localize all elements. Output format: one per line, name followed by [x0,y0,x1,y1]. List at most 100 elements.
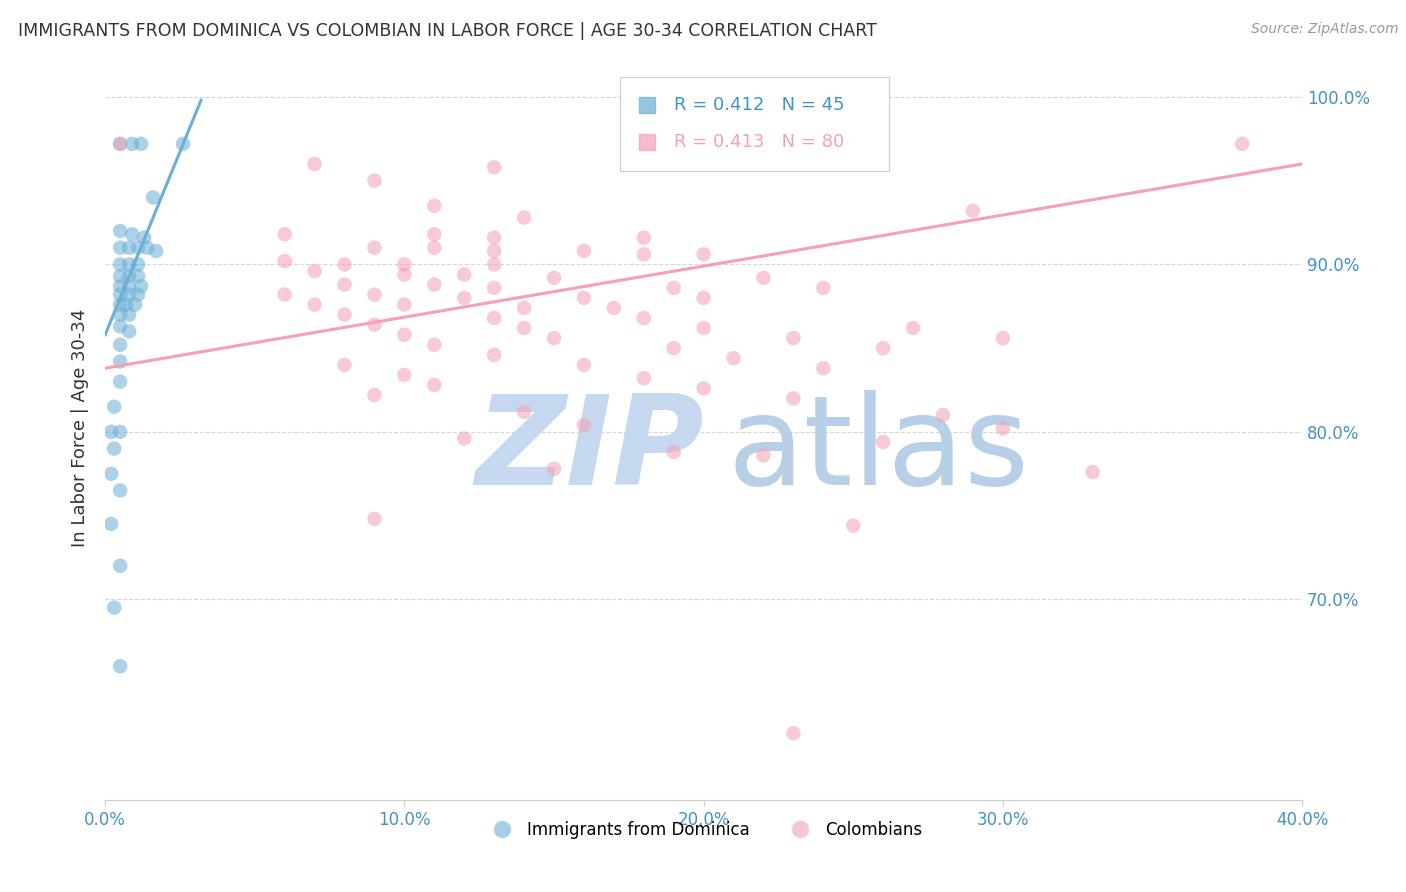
Text: IMMIGRANTS FROM DOMINICA VS COLOMBIAN IN LABOR FORCE | AGE 30-34 CORRELATION CHA: IMMIGRANTS FROM DOMINICA VS COLOMBIAN IN… [18,22,877,40]
Point [423,227,446,242]
Point [118,287,141,301]
Point [692,247,714,261]
Point [872,434,894,449]
Point [115,297,138,311]
Point [543,461,565,475]
Point [274,254,297,268]
Point [333,277,356,292]
Point [513,211,536,225]
Point [100,467,122,481]
Point [394,297,416,311]
Point [100,425,122,439]
Point [572,244,595,258]
Point [603,301,626,315]
Point [129,279,152,293]
Point [363,512,385,526]
Point [363,388,385,402]
Point [813,361,835,376]
Point [333,257,356,271]
Point [423,338,446,352]
Point [100,516,122,531]
Point [513,405,536,419]
Point [782,392,804,406]
Point [543,331,565,345]
Point [1232,136,1254,151]
Point [304,297,326,311]
Point [121,136,143,151]
Point [633,371,655,385]
Point [108,483,131,498]
Point [142,190,165,204]
Point [482,281,505,295]
Point [513,321,536,335]
Point [662,341,685,355]
Point [103,400,125,414]
Point [108,257,131,271]
Text: Source: ZipAtlas.com: Source: ZipAtlas.com [1251,22,1399,37]
Point [121,227,143,242]
Point [572,358,595,372]
Point [333,308,356,322]
Point [108,287,131,301]
Point [108,659,131,673]
Point [124,297,146,311]
Point [108,308,131,322]
Point [274,227,297,242]
Point [118,241,141,255]
Text: R = 0.412   N = 45: R = 0.412 N = 45 [673,96,845,114]
Point [394,368,416,382]
Point [842,518,865,533]
Point [108,224,131,238]
Point [108,136,131,151]
Point [103,442,125,456]
Point [482,244,505,258]
Point [363,174,385,188]
Point [127,257,149,271]
Point [118,257,141,271]
Point [662,281,685,295]
Point [662,445,685,459]
Point [482,257,505,271]
Point [423,378,446,392]
Point [901,321,924,335]
Point [513,301,536,315]
Point [333,358,356,372]
Point [482,348,505,362]
Point [633,230,655,244]
Point [394,268,416,282]
Point [482,161,505,175]
Point [108,269,131,284]
Point [752,270,775,285]
Point [108,338,131,352]
Point [118,269,141,284]
Point [423,277,446,292]
Point [633,311,655,326]
Point [782,726,804,740]
Point [872,341,894,355]
Point [108,425,131,439]
Point [932,408,955,422]
Point [304,264,326,278]
FancyBboxPatch shape [620,78,889,170]
Point [103,600,125,615]
Point [423,241,446,255]
Point [1081,465,1104,479]
Point [118,279,141,293]
Point [108,136,131,151]
Point [692,291,714,305]
Point [572,418,595,433]
Point [132,230,155,244]
Point [482,230,505,244]
Point [692,381,714,395]
Point [172,136,194,151]
Point [145,244,167,258]
Point [136,241,159,255]
Point [108,241,131,255]
Point [782,331,804,345]
Point [692,321,714,335]
Point [363,318,385,332]
Point [453,432,475,446]
Point [108,279,131,293]
Text: R = 0.413   N = 80: R = 0.413 N = 80 [673,133,844,152]
Point [118,308,141,322]
